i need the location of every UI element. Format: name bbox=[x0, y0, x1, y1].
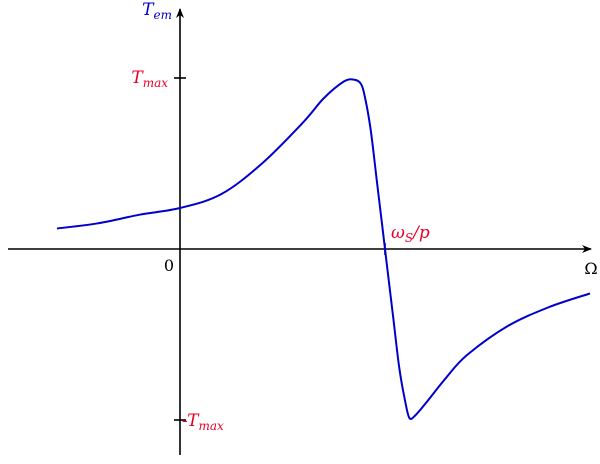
x-axis-label: Ω bbox=[584, 259, 597, 278]
y-tick-label-neg-t-max: -Tmax bbox=[182, 411, 224, 433]
y-axis-label: Tem bbox=[142, 0, 172, 22]
y-tick-label-t-max: Tmax bbox=[131, 68, 168, 90]
series-line-torque bbox=[56, 78, 591, 420]
origin-label: 0 bbox=[164, 256, 174, 275]
x-tick-label-synchronous-speed: ωS/p bbox=[391, 223, 430, 245]
